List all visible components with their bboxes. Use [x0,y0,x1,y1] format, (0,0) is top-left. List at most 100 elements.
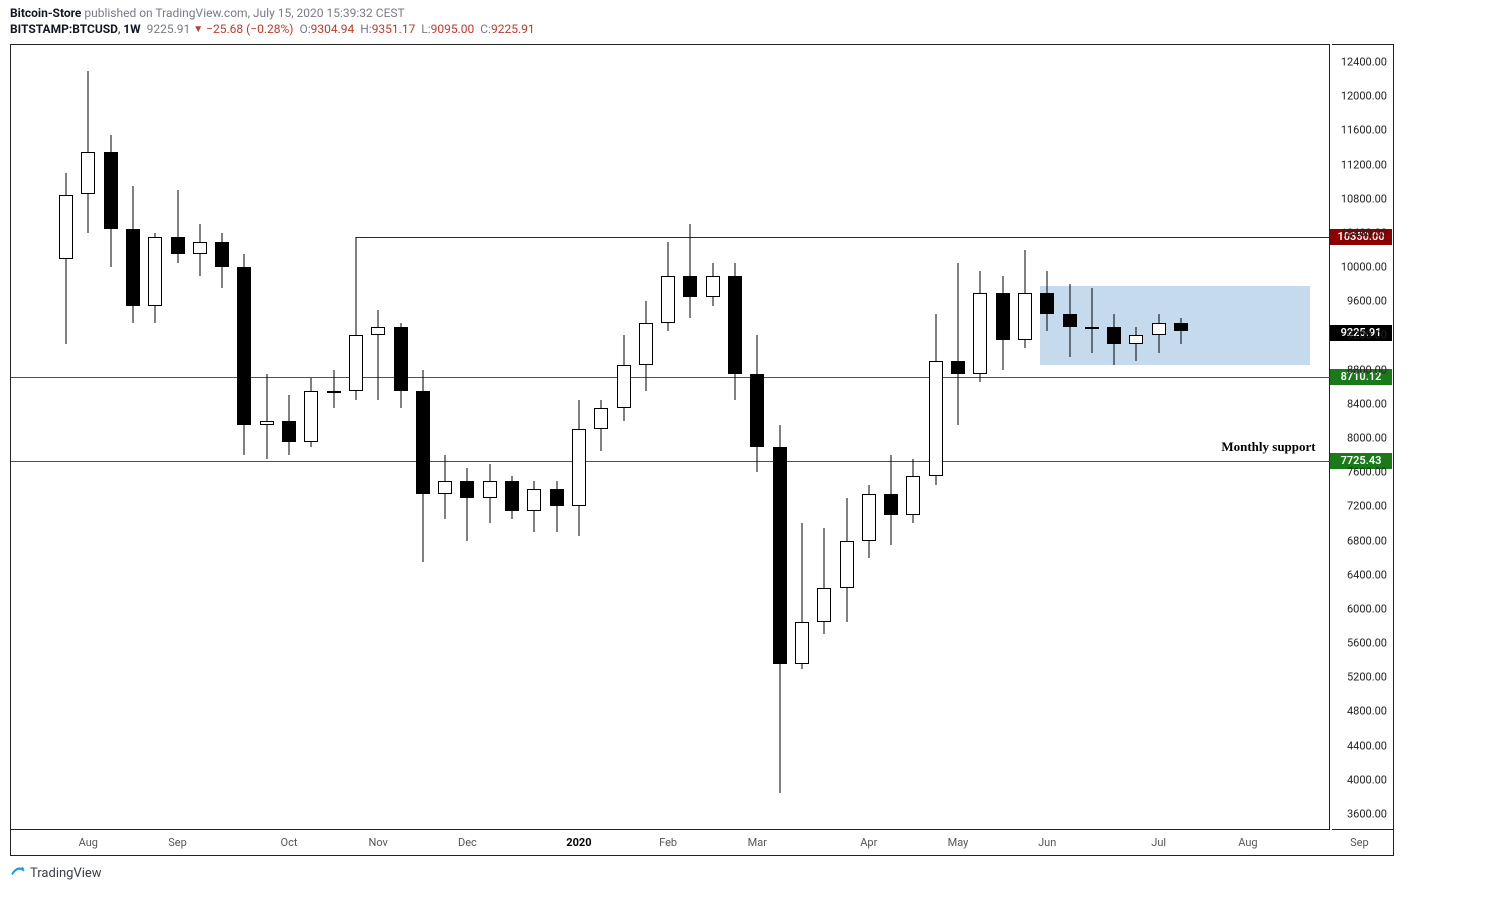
y-tick-label: 6400.00 [1347,568,1387,581]
y-tick-label: 4800.00 [1347,705,1387,718]
ohlc-h: 9351.17 [372,22,416,36]
publish-date: July 15, 2020 15:39:32 CEST [253,6,405,20]
candle-body [728,276,742,374]
candle-wick [1091,288,1092,352]
candle-body [550,489,564,506]
horizontal-level-line [356,237,1331,238]
candle-body [1107,327,1121,344]
y-tick-label: 10400.00 [1341,226,1387,239]
quote-line: BITSTAMP:BTCUSD, 1W 9225.91 ▼ −25.68 (−0… [10,22,1485,36]
candle-body [327,391,341,393]
candle-body [773,447,787,665]
y-tick-label: 8000.00 [1347,432,1387,445]
candle-body [460,481,474,498]
x-tick-label: May [948,836,969,849]
y-tick-label: 9600.00 [1347,295,1387,308]
y-tick-label: 12400.00 [1341,56,1387,69]
y-tick-label: 10000.00 [1341,261,1387,274]
candle-body [572,429,586,506]
candle-wick [378,310,379,400]
y-tick-label: 12000.00 [1341,90,1387,103]
candle-body [416,391,430,494]
candle-body [59,195,73,259]
ohlc-o-label: O: [299,22,310,36]
price-chart[interactable]: 10350.008710.127725.439225.91Monthly sup… [10,44,1330,830]
y-tick-label: 7200.00 [1347,500,1387,513]
candle-body [639,323,653,366]
candle-body [237,267,251,425]
x-axis: AugSepOctNovDec2020FebMarAprMayJunJulAug… [10,830,1394,856]
candle-body [594,408,608,429]
candle-body [795,622,809,665]
chart-header: Bitcoin-Store published on TradingView.c… [0,0,1495,38]
change-pct: (−0.28%) [246,22,293,36]
candle-wick [1136,327,1137,361]
y-tick-label: 6000.00 [1347,602,1387,615]
y-tick-label: 6800.00 [1347,534,1387,547]
candle-body [750,374,764,447]
ohlc-o: 9304.94 [311,22,355,36]
x-tick-label: Sep [1350,836,1369,849]
candle-body [1129,335,1143,344]
candle-body [683,276,697,297]
candle-body [483,481,497,498]
candle-body [349,335,363,391]
candle-body [706,276,720,297]
candle-body [438,481,452,494]
x-tick-label: 2020 [566,836,591,849]
x-tick-label: Aug [79,836,98,849]
x-tick-label: Sep [168,836,187,849]
candle-body [394,327,408,391]
candle-body [148,237,162,305]
y-tick-label: 4400.00 [1347,739,1387,752]
ohlc-l-label: L: [421,22,430,36]
candle-wick [690,224,691,318]
candle-body [906,476,920,514]
ohlc-c: 9225.91 [491,22,535,36]
x-tick-label: Mar [748,836,767,849]
y-tick-label: 5200.00 [1347,671,1387,684]
candle-wick [333,370,334,408]
tradingview-logo-icon [10,864,26,881]
candle-body [371,327,385,336]
candle-body [1085,327,1099,329]
candle-body [951,361,965,374]
candle-wick [958,263,959,425]
y-tick-label: 3600.00 [1347,807,1387,820]
ohlc-c-label: C: [480,22,491,36]
candle-body [1040,293,1054,314]
annotation-text: Monthly support [1221,439,1315,455]
published-on: published on TradingView.com, [81,6,253,20]
candle-body [840,541,854,588]
candle-body [973,293,987,374]
candle-body [1152,323,1166,336]
candle-body [617,365,631,408]
candle-body [126,229,140,306]
candle-body [505,481,519,511]
x-tick-label: Jul [1151,836,1166,849]
candle-body [817,588,831,622]
x-tick-label: Feb [659,836,677,849]
publish-line: Bitcoin-Store published on TradingView.c… [10,6,1485,20]
y-tick-label: 8400.00 [1347,397,1387,410]
candle-body [171,237,185,254]
candle-body [996,293,1010,340]
ohlc-h-label: H: [360,22,371,36]
candle-wick [467,468,468,541]
y-tick-label: 4000.00 [1347,773,1387,786]
x-tick-label: Oct [281,836,298,849]
candle-body [215,242,229,268]
y-tick-label: 10800.00 [1341,192,1387,205]
y-tick-label: 5600.00 [1347,637,1387,650]
y-tick-label: 11600.00 [1341,124,1387,137]
candle-body [527,489,541,510]
ohlc-l: 9095.00 [431,22,475,36]
x-tick-label: Aug [1238,836,1257,849]
candle-body [304,391,318,442]
x-tick-label: Jun [1038,836,1056,849]
x-tick-label: Nov [369,836,388,849]
candle-body [884,494,898,515]
candle-body [1063,314,1077,327]
y-tick-label: 9200.00 [1347,329,1387,342]
candle-body [260,421,274,425]
